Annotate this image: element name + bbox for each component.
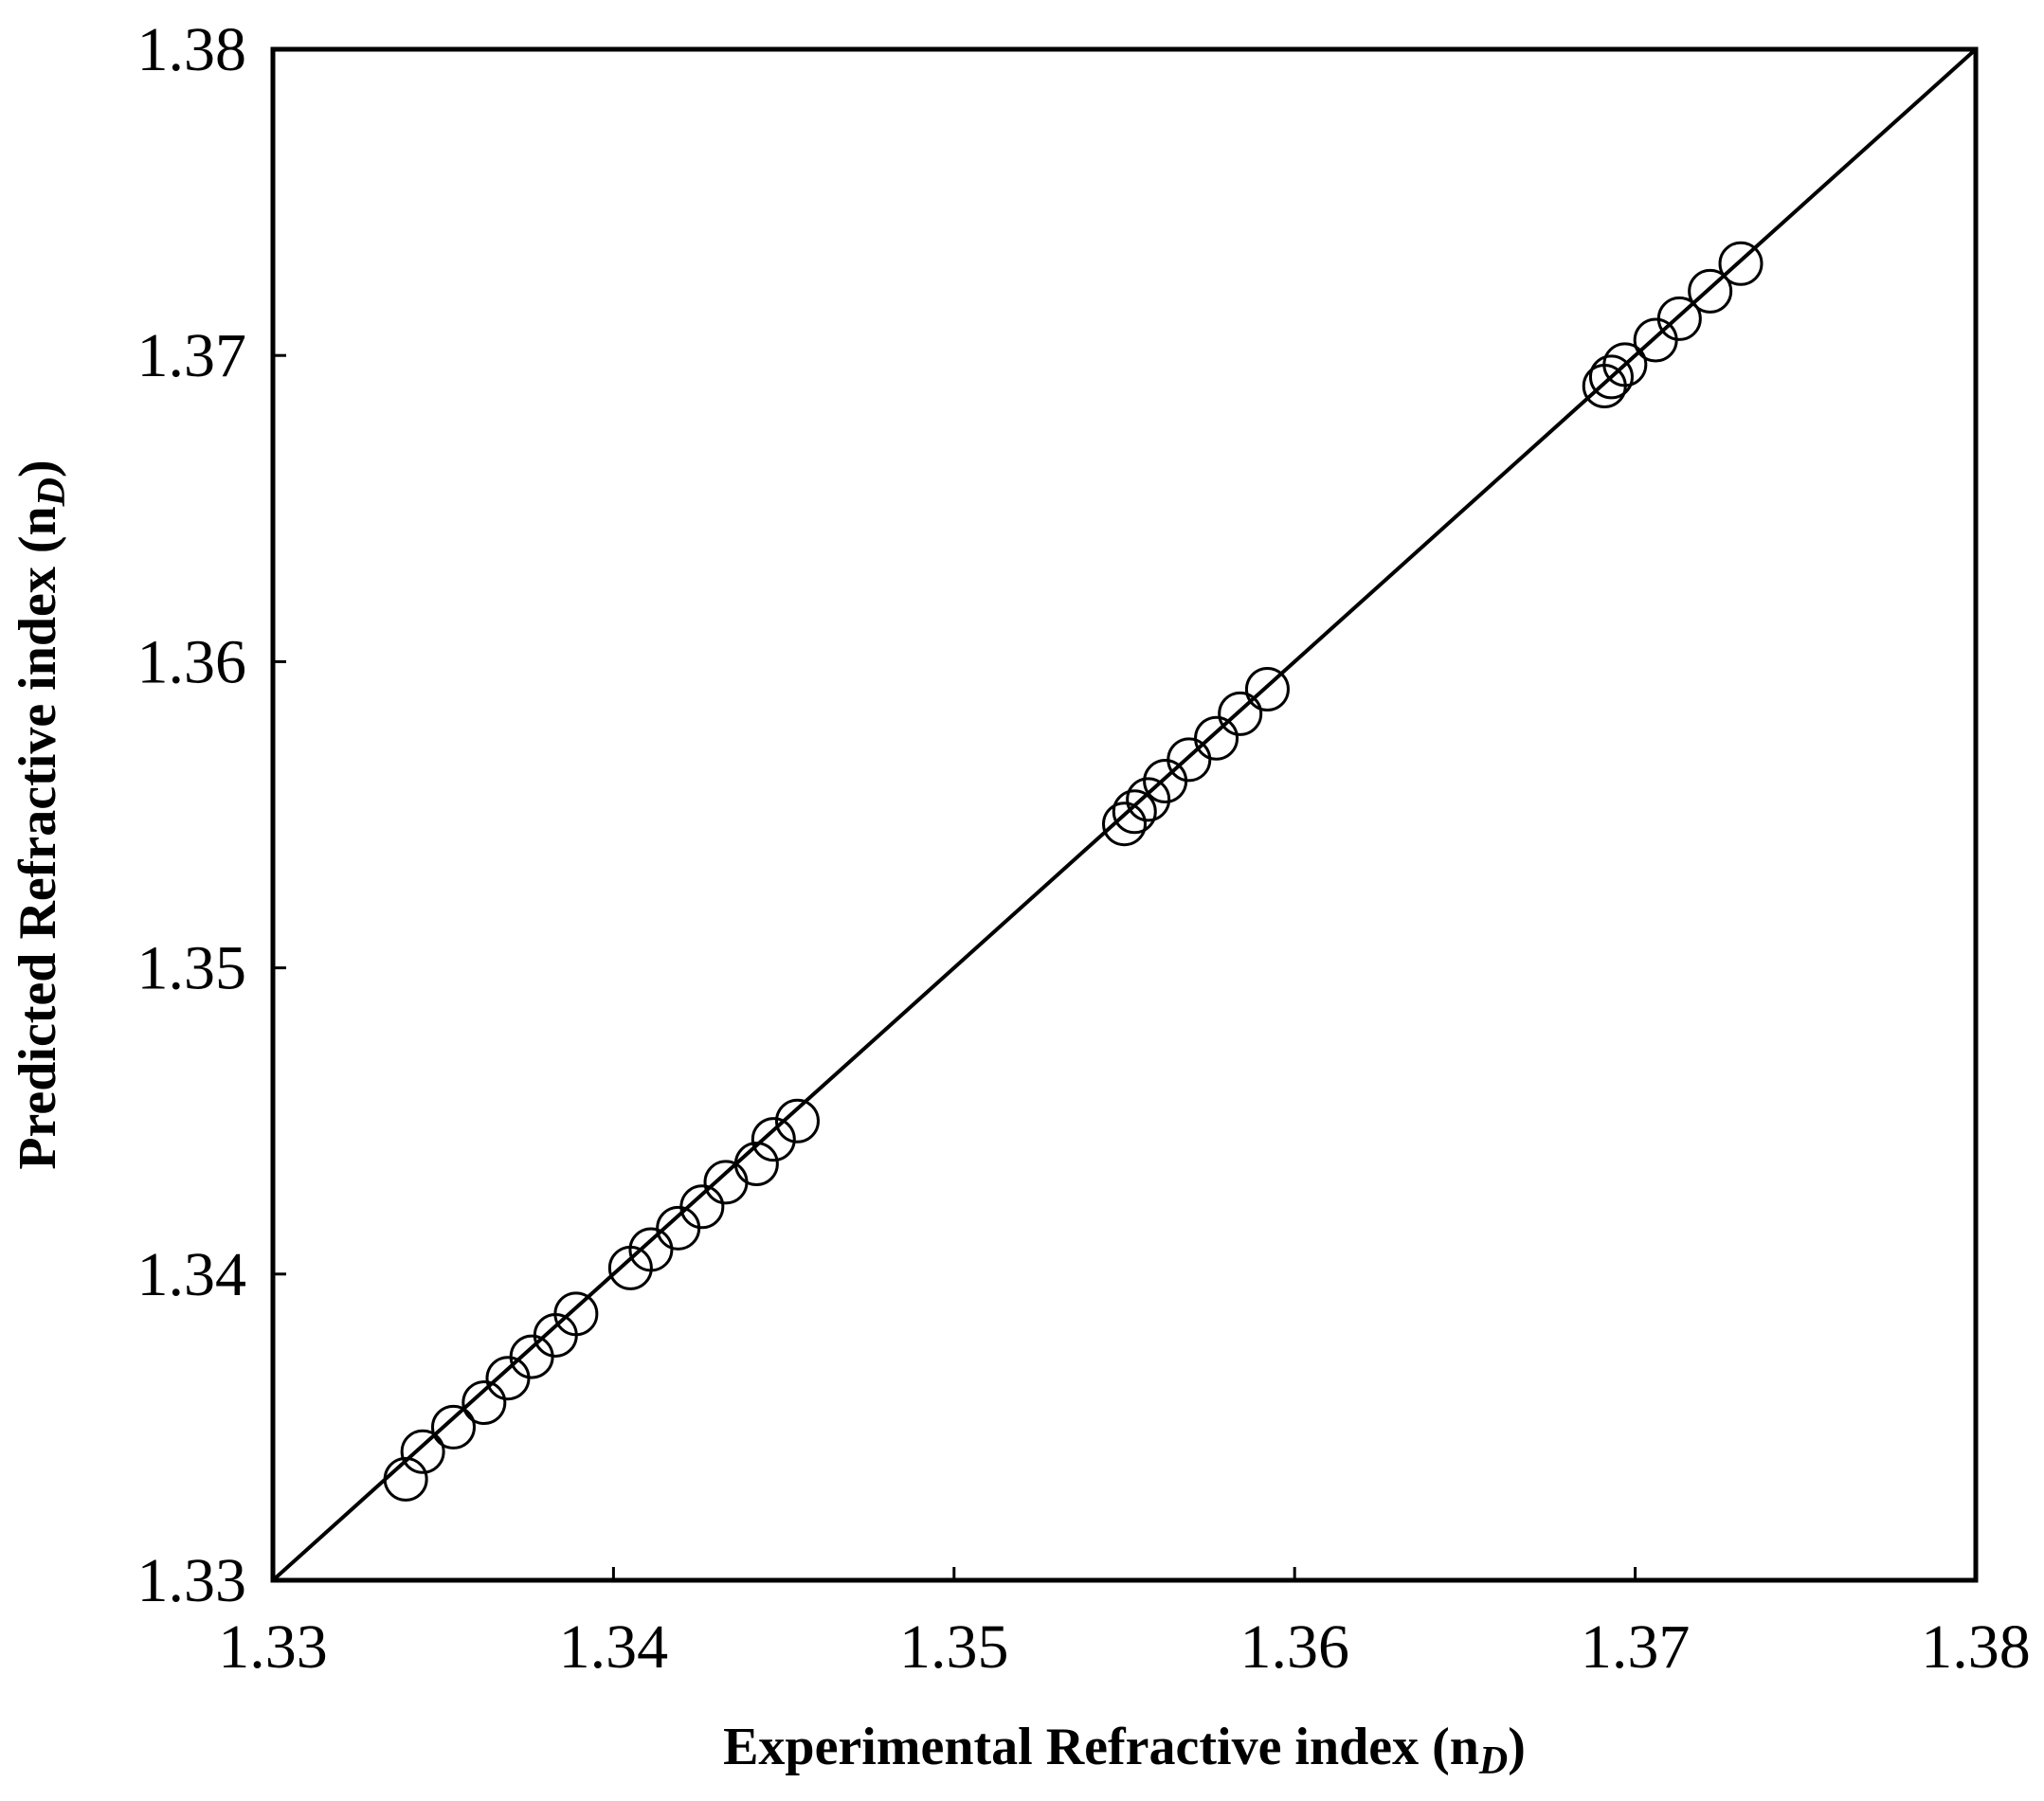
x-tick-label: 1.37 (1581, 1612, 1691, 1682)
data-point (383, 1456, 428, 1502)
x-axis-title: Experimental Refractive index (nD) (723, 1718, 1526, 1783)
data-point (1126, 777, 1171, 822)
data-point (1602, 342, 1648, 387)
x-tick-label: 1.38 (1921, 1612, 2031, 1682)
x-axis-title-main: Experimental Refractive index (n (723, 1718, 1479, 1776)
x-axis-title-close: ) (1508, 1718, 1526, 1776)
x-axis-title-subscript: D (1478, 1739, 1508, 1783)
data-point (1656, 296, 1702, 341)
data-point (1244, 666, 1290, 711)
y-axis-title-subscript: D (30, 477, 74, 507)
data-point (733, 1141, 779, 1186)
parity-line (271, 47, 1978, 1582)
data-point (461, 1380, 507, 1426)
y-tick-label: 1.34 (137, 1240, 247, 1309)
data-point (553, 1291, 599, 1337)
y-axis-title-close: ) (9, 459, 67, 477)
data-point (1112, 789, 1157, 835)
data-point (1167, 737, 1212, 783)
y-tick-label: 1.37 (137, 321, 247, 390)
data-point (1718, 241, 1764, 286)
plot-frame (270, 46, 1979, 1583)
data-point (751, 1117, 796, 1162)
data-point (1588, 354, 1634, 400)
data-point (1194, 715, 1239, 761)
data-point (703, 1160, 749, 1205)
data-point (430, 1404, 476, 1450)
data-point (485, 1356, 531, 1401)
y-axis-title-main: Predicted Refractive index (n (9, 506, 67, 1169)
data-point (1633, 317, 1678, 363)
data-point (1143, 758, 1188, 803)
data-point (1688, 268, 1733, 314)
x-tick-label: 1.34 (559, 1612, 669, 1682)
y-tick-label: 1.38 (137, 15, 247, 84)
data-point (400, 1429, 445, 1474)
data-point (774, 1098, 820, 1144)
data-point (1102, 801, 1147, 847)
x-tick-label: 1.35 (899, 1612, 1009, 1682)
data-point (628, 1227, 674, 1272)
data-point (509, 1334, 554, 1379)
data-point (679, 1184, 725, 1230)
y-tick-label: 1.36 (137, 627, 247, 696)
y-tick-label: 1.35 (137, 934, 247, 1003)
data-point (1218, 691, 1263, 736)
y-tick-label: 1.33 (137, 1546, 247, 1615)
y-axis-title: Predicted Refractive index (nD) (9, 459, 74, 1169)
x-tick-label: 1.33 (218, 1612, 328, 1682)
x-tick-label: 1.36 (1239, 1612, 1349, 1682)
